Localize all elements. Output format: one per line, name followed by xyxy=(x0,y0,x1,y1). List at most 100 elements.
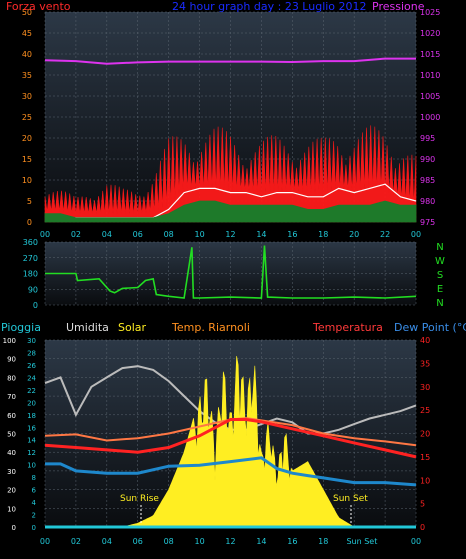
compass-letter: N xyxy=(436,298,443,309)
y-tick-temperature: 40 xyxy=(420,336,430,345)
x-tick-top: 20 xyxy=(349,230,359,239)
y-tick-rain: 60 xyxy=(7,412,16,420)
y-tick-pressure: 1020 xyxy=(420,29,440,38)
x-tick-bottom: 00 xyxy=(411,537,421,546)
grid-direction xyxy=(44,241,417,306)
y-tick-humidity: 28 xyxy=(27,349,36,357)
x-tick-bottom: 18 xyxy=(318,537,328,546)
y-tick-direction: 360 xyxy=(23,238,38,247)
y-tick-rain: 30 xyxy=(7,468,16,476)
y-tick-wind: 35 xyxy=(22,71,32,80)
y-tick-temperature: 30 xyxy=(420,383,430,392)
y-tick-rain: 20 xyxy=(7,487,16,495)
y-tick-pressure: 1025 xyxy=(420,8,440,17)
y-tick-wind: 10 xyxy=(22,176,32,185)
y-tick-direction: 90 xyxy=(28,285,38,294)
compass-letter: E xyxy=(437,284,443,295)
y-tick-wind: 30 xyxy=(22,92,32,101)
axis-labels: 0510152025303540455097598098599099510001… xyxy=(3,8,441,546)
compass-letter: W xyxy=(435,256,445,267)
y-tick-wind: 15 xyxy=(22,155,32,164)
compass-letter: S xyxy=(437,270,443,281)
x-tick-top: 08 xyxy=(164,230,174,239)
y-tick-humidity: 14 xyxy=(27,437,36,445)
y-tick-wind: 50 xyxy=(22,8,32,17)
y-tick-humidity: 0 xyxy=(32,524,36,532)
wind-gust-low-line xyxy=(44,200,417,223)
x-tick-top: 10 xyxy=(194,230,204,239)
wind-force-title: Forza vento xyxy=(6,0,71,13)
y-tick-wind: 0 xyxy=(27,218,32,227)
y-tick-temperature: 10 xyxy=(420,476,430,485)
x-tick-bottom: 06 xyxy=(133,537,143,546)
y-tick-temperature: 20 xyxy=(420,430,430,439)
legend-soil-temp: Temp. Riarnoli xyxy=(171,321,250,334)
y-tick-wind: 45 xyxy=(22,29,32,38)
y-tick-humidity: 6 xyxy=(32,487,37,495)
y-tick-rain: 50 xyxy=(7,431,16,439)
y-tick-humidity: 2 xyxy=(32,512,36,520)
y-tick-rain: 40 xyxy=(7,449,16,457)
y-tick-wind: 5 xyxy=(27,197,32,206)
wind-force-area xyxy=(44,125,417,223)
y-tick-pressure: 975 xyxy=(420,218,435,227)
pressure-line xyxy=(44,57,416,65)
x-tick-bottom: 08 xyxy=(164,537,174,546)
sun-set-label: Sun Set xyxy=(333,494,368,504)
x-tick-top: 00 xyxy=(411,230,421,239)
y-tick-humidity: 12 xyxy=(27,449,36,457)
x-tick-top: 00 xyxy=(40,230,50,239)
wind-direction-line xyxy=(45,245,417,299)
y-tick-humidity: 26 xyxy=(27,362,36,370)
x-tick-bottom: Sun Set xyxy=(346,537,377,546)
wind-pressure-series xyxy=(44,57,417,223)
x-tick-bottom: 16 xyxy=(287,537,297,546)
x-tick-top: 04 xyxy=(102,230,112,239)
y-tick-temperature: 15 xyxy=(420,453,430,462)
y-tick-rain: 0 xyxy=(12,524,16,532)
y-tick-humidity: 8 xyxy=(32,474,36,482)
chart-title: 24 hour graph day : 23 Luglio 2012 xyxy=(172,0,367,13)
legend-dew-point: Dew Point (°C) xyxy=(394,321,466,334)
pressure-title: Pressione xyxy=(372,0,425,13)
y-tick-humidity: 24 xyxy=(27,374,36,382)
y-tick-pressure: 980 xyxy=(420,197,435,206)
y-tick-wind: 20 xyxy=(22,134,32,143)
x-tick-bottom: 10 xyxy=(194,537,204,546)
temperature-line xyxy=(44,418,417,459)
y-tick-direction: 180 xyxy=(23,270,38,279)
y-tick-humidity: 16 xyxy=(27,424,36,432)
y-tick-direction: 270 xyxy=(23,254,38,263)
y-tick-rain: 100 xyxy=(3,337,16,345)
legend-temperature: Temperatura xyxy=(312,321,383,334)
wind-direction-series xyxy=(45,245,417,299)
legend-solar: Solar xyxy=(118,321,147,334)
weather-series xyxy=(44,356,417,529)
x-tick-top: 12 xyxy=(225,230,235,239)
x-tick-bottom: 14 xyxy=(256,537,266,546)
y-tick-wind: 25 xyxy=(22,113,32,122)
legend-humidity: Umidita xyxy=(66,321,109,334)
x-tick-top: 16 xyxy=(287,230,297,239)
y-tick-direction: 0 xyxy=(33,301,38,310)
x-tick-bottom: 00 xyxy=(40,537,50,546)
y-tick-humidity: 22 xyxy=(27,387,36,395)
y-tick-pressure: 1010 xyxy=(420,71,440,80)
x-tick-bottom: 02 xyxy=(71,537,81,546)
y-tick-pressure: 985 xyxy=(420,176,435,185)
y-tick-humidity: 20 xyxy=(27,399,36,407)
sun-rise-label: Sun Rise xyxy=(120,494,159,504)
y-tick-temperature: 25 xyxy=(420,406,430,415)
y-tick-temperature: 35 xyxy=(420,359,430,368)
y-tick-rain: 10 xyxy=(7,505,16,513)
y-tick-humidity: 10 xyxy=(27,462,36,470)
y-tick-humidity: 30 xyxy=(27,337,36,345)
x-tick-top: 06 xyxy=(133,230,143,239)
y-tick-pressure: 1005 xyxy=(420,92,440,101)
y-tick-pressure: 990 xyxy=(420,155,435,164)
x-tick-top: 14 xyxy=(256,230,266,239)
x-tick-top: 22 xyxy=(380,230,390,239)
